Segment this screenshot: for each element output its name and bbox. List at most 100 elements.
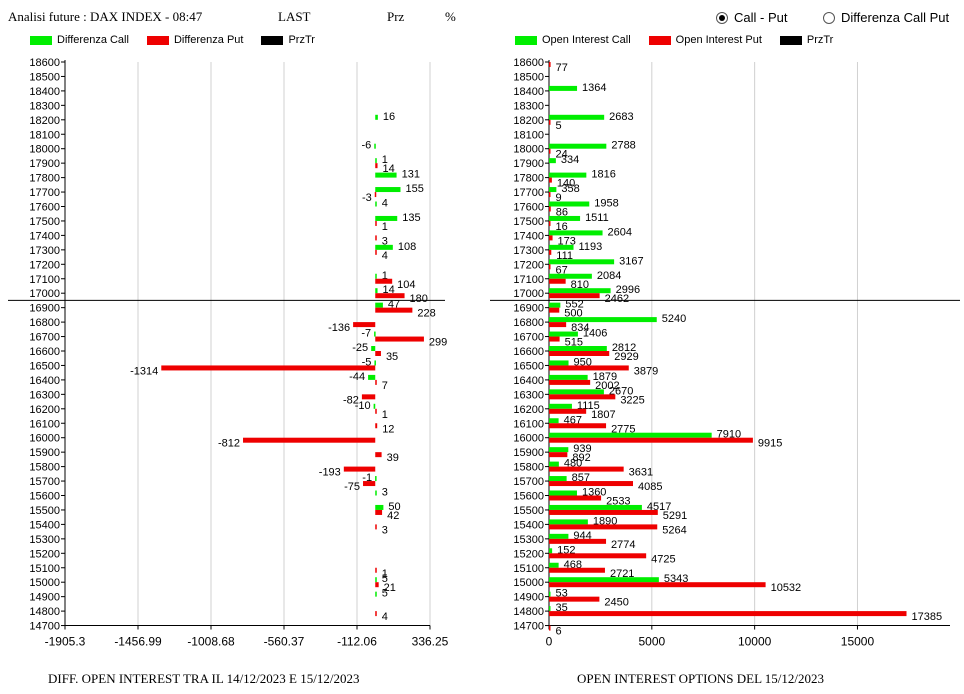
y-tick-label: 18500 [29, 71, 60, 83]
put-bar [549, 206, 551, 212]
call-bar [549, 201, 590, 207]
put-bar [549, 611, 907, 617]
call-bar [549, 85, 578, 91]
x-tick-label: -1008.68 [187, 635, 235, 649]
call-bar [549, 302, 561, 308]
put-bar [549, 509, 658, 515]
y-tick-label: 16000 [513, 433, 544, 445]
y-tick-label: 15500 [513, 505, 544, 517]
call-bar [549, 230, 603, 236]
y-tick-label: 17200 [513, 259, 544, 271]
y-tick-label: 18000 [29, 144, 60, 156]
data-label: 16 [556, 221, 568, 233]
put-bar [549, 365, 629, 371]
put-bar [375, 452, 382, 458]
data-label: 5 [382, 573, 388, 585]
put-bar [549, 119, 551, 125]
data-label: 2683 [609, 111, 633, 123]
data-label: 24 [556, 149, 568, 161]
data-label: 2788 [611, 140, 635, 152]
put-bar [374, 192, 377, 198]
put-bar [243, 437, 376, 443]
call-bar [549, 331, 578, 337]
y-tick-label: 16200 [29, 404, 60, 416]
data-label: 173 [558, 235, 576, 247]
call-bar [549, 490, 577, 496]
put-bar [375, 307, 413, 313]
data-label: 2996 [616, 284, 640, 296]
y-tick-label: 16700 [29, 332, 60, 344]
call-bar [549, 432, 712, 438]
call-bar [549, 577, 659, 583]
y-tick-label: 15300 [29, 534, 60, 546]
put-bar [343, 466, 376, 472]
call-bar [549, 288, 611, 294]
legend-swatch [779, 35, 802, 45]
y-tick-label: 17000 [513, 288, 544, 300]
legend-label: PrzTr [288, 34, 315, 46]
y-tick-label: 18200 [29, 115, 60, 127]
data-label: -25 [352, 342, 368, 354]
data-label: 2462 [605, 293, 629, 305]
call-bar [549, 215, 581, 221]
put-bar [549, 567, 605, 573]
put-bar [549, 307, 560, 313]
radio-unselected-icon [823, 11, 835, 24]
data-label: 9915 [758, 438, 782, 450]
data-label: 2450 [604, 597, 628, 609]
radio-call-put[interactable]: Call - Put [716, 10, 787, 25]
put-bar [549, 351, 610, 356]
put-bar [375, 351, 381, 356]
put-bar [549, 437, 753, 443]
put-bar [375, 235, 377, 241]
data-label: 2533 [606, 496, 630, 508]
y-tick-label: 14900 [513, 592, 544, 604]
data-label: 3 [382, 524, 388, 536]
header-last: LAST [278, 9, 311, 24]
y-tick-label: 16300 [513, 389, 544, 401]
legend-item: Differenza Call [30, 34, 129, 46]
call-bar [549, 447, 569, 453]
call-bar [549, 504, 642, 510]
y-tick-label: 15900 [513, 447, 544, 459]
y-tick-label: 15000 [29, 577, 60, 589]
legend-left: Differenza Call Differenza Put PrzTr [30, 34, 333, 46]
data-label: 5291 [663, 510, 687, 522]
y-tick-label: 16900 [29, 303, 60, 315]
data-label: -5 [362, 356, 372, 368]
data-label: 1 [382, 154, 388, 166]
call-bar [368, 374, 376, 380]
y-tick-label: 17500 [513, 216, 544, 228]
x-tick-label: -1456.99 [114, 635, 162, 649]
put-bar [549, 495, 602, 501]
put-bar [375, 220, 377, 226]
data-label: 1816 [591, 169, 615, 181]
x-tick-label: -560.37 [264, 635, 305, 649]
header-prz: Prz [387, 9, 405, 24]
call-bar [549, 591, 551, 597]
data-label: 131 [402, 169, 420, 181]
header-percent: % [445, 9, 456, 24]
call-bar [375, 288, 378, 294]
data-label: 3879 [634, 365, 658, 377]
y-tick-label: 16200 [513, 404, 544, 416]
put-bar [375, 582, 379, 588]
y-tick-label: 16300 [29, 389, 60, 401]
data-label: -7 [361, 328, 371, 340]
call-bar [549, 172, 587, 178]
put-bar [375, 423, 378, 429]
data-label: 1406 [583, 328, 607, 340]
call-bar [549, 606, 551, 612]
put-bar [549, 379, 591, 385]
data-label: 16 [383, 111, 395, 123]
footer-right-title: OPEN INTEREST OPTIONS DEL 15/12/2023 [577, 671, 824, 686]
radio-differenza-call-put[interactable]: Differenza Call Put [823, 10, 949, 25]
call-bar [375, 504, 384, 510]
data-label: 1807 [591, 409, 615, 421]
data-label: 14 [383, 163, 395, 175]
put-bar [549, 293, 600, 299]
y-tick-label: 15800 [513, 462, 544, 474]
data-label: -75 [344, 481, 360, 493]
put-bar [375, 249, 377, 255]
data-label: 1958 [594, 198, 618, 210]
